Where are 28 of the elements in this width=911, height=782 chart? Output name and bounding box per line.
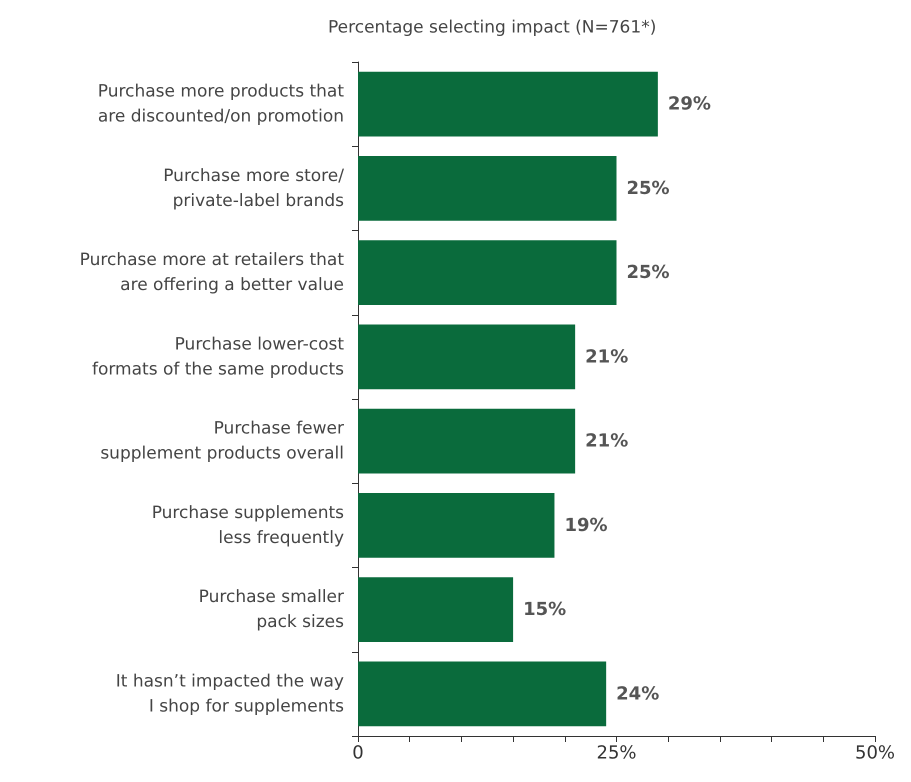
data-label: 21%	[585, 430, 628, 452]
data-label: 29%	[668, 94, 711, 115]
y-tick-label: Purchase more products that are discounted/on promotion	[98, 82, 344, 127]
data-label: 19%	[564, 514, 608, 536]
y-tick-label: Purchase more at retailers that are offering a better value	[80, 250, 344, 296]
bar	[358, 408, 576, 474]
bar	[358, 324, 576, 390]
bar	[358, 156, 616, 221]
x-tick-label: 0	[352, 742, 364, 764]
bar	[358, 492, 554, 558]
data-label: 24%	[616, 683, 660, 704]
x-tick-label: 50%	[854, 742, 896, 764]
y-tick-label: It hasn’t impacted the way I shop for supplements	[116, 671, 344, 716]
data-label: 25%	[626, 262, 670, 284]
bar	[358, 72, 658, 137]
y-tick-label: Purchase supplements less frequently	[152, 502, 344, 548]
bar	[358, 240, 616, 306]
data-label: 15%	[523, 599, 566, 620]
y-tick-label: Purchase more store/ private-label brands	[163, 166, 344, 211]
bar	[358, 577, 514, 642]
bar	[358, 661, 606, 726]
y-tick-label: Purchase lower-cost formats of the same products	[92, 334, 344, 380]
y-tick-label: Purchase smaller pack sizes	[198, 587, 344, 632]
data-label: 21%	[585, 346, 628, 368]
chart-title: Percentage selecting impact (N=761*)	[328, 18, 656, 38]
x-tick-label: 25%	[596, 742, 637, 764]
y-tick-label: Purchase fewer supplement products overall	[100, 418, 344, 464]
data-label: 25%	[626, 178, 670, 199]
